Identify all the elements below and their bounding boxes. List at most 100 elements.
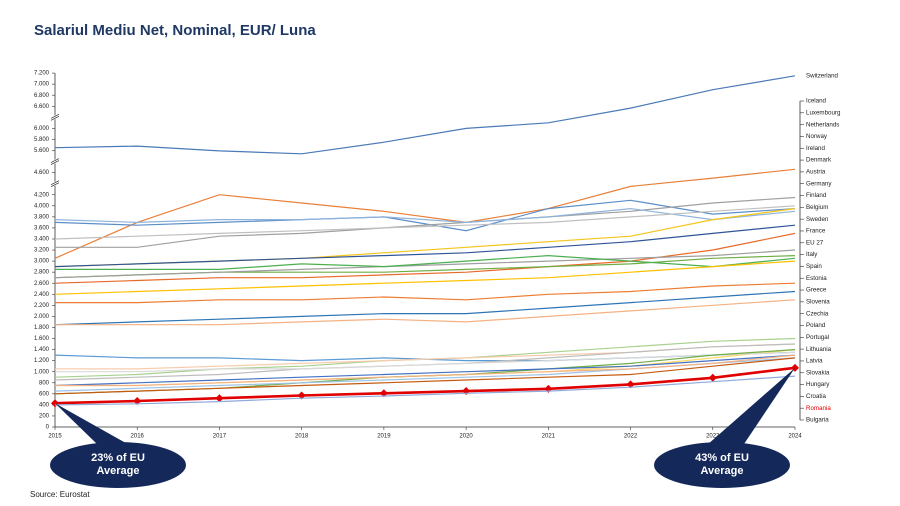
y-tick-label: 6.800 <box>34 93 50 99</box>
legend-label: Slovenia <box>806 298 830 305</box>
series-line <box>54 260 796 295</box>
y-tick-label: 2.200 <box>34 303 50 309</box>
legend-label: Switzerland <box>806 73 839 80</box>
series-line <box>54 224 796 268</box>
legend-label: Bulgaria <box>806 417 829 424</box>
series-line <box>55 299 796 326</box>
annotation: 43% of EU Average <box>654 442 790 488</box>
series-line <box>54 232 796 284</box>
series-line <box>55 354 796 387</box>
y-tick-label: 5.600 <box>34 148 50 154</box>
series-line <box>55 351 796 373</box>
x-tick-label: 2016 <box>131 434 145 440</box>
legend-label: Lithuania <box>806 346 832 353</box>
y-tick-label: 800 <box>39 380 50 386</box>
legend-label: EU 27 <box>806 239 824 246</box>
x-tick-label: 2018 <box>295 434 309 440</box>
y-tick-label: 200 <box>39 414 50 420</box>
y-tick-label: 1.600 <box>34 336 50 342</box>
axis-break <box>50 180 60 186</box>
y-tick-label: 2.600 <box>34 281 50 287</box>
y-tick-label: 2.000 <box>34 314 50 320</box>
axis-break <box>50 182 60 188</box>
legend-label: Ireland <box>806 145 825 152</box>
series-line <box>54 366 796 405</box>
y-tick-label: 1.800 <box>34 325 50 331</box>
legend-label: Austria <box>806 169 826 176</box>
legend-label: Estonia <box>806 275 827 282</box>
axis-break <box>50 115 60 121</box>
data-point <box>215 394 224 403</box>
y-tick-label: 6.000 <box>34 126 50 132</box>
series-line <box>55 282 796 304</box>
annotation: 23% of EU Average <box>50 442 186 488</box>
legend-label: Czechia <box>806 310 829 317</box>
legend-label: Belgium <box>806 204 828 211</box>
x-tick-label: 2015 <box>48 434 62 440</box>
legend-label: Hungary <box>806 381 830 388</box>
legend-label: Greece <box>806 287 827 294</box>
y-tick-label: 4.600 <box>34 170 50 176</box>
series-line <box>54 207 796 224</box>
legend-label: Germany <box>806 180 832 187</box>
data-point <box>297 391 306 400</box>
data-point <box>626 380 635 389</box>
legend-label: Norway <box>806 133 828 140</box>
x-tick-label: 2020 <box>459 434 473 440</box>
chart-title: Salariul Mediu Net, Nominal, EUR/ Luna <box>34 22 316 39</box>
source: Source: Eurostat <box>30 490 90 499</box>
y-tick-label: 1.000 <box>34 369 50 375</box>
legend-label: Latvia <box>806 358 823 365</box>
legend-label: France <box>806 228 826 235</box>
legend-label: Spain <box>806 263 822 270</box>
axis-break <box>50 113 60 119</box>
y-tick-label: 3.600 <box>34 225 50 231</box>
y-tick-label: 5.800 <box>34 137 50 143</box>
series-line <box>54 357 796 395</box>
y-tick-label: 2.800 <box>34 270 50 276</box>
series-line <box>54 375 796 406</box>
data-point <box>133 397 142 406</box>
legend-label: Denmark <box>806 157 832 164</box>
series-line <box>54 75 796 155</box>
legend-label: Sweden <box>806 216 829 223</box>
axis-break-gap <box>51 159 59 164</box>
series-line <box>55 196 796 248</box>
legend-label: Poland <box>806 322 826 329</box>
axis-break-gap <box>51 115 59 120</box>
y-tick-label: 7.200 <box>34 71 50 77</box>
x-tick-label: 2024 <box>788 434 802 440</box>
x-tick-label: 2021 <box>542 434 556 440</box>
y-tick-label: 3.400 <box>34 237 50 243</box>
x-tick-label: 2022 <box>624 434 638 440</box>
y-tick-label: 4.000 <box>34 203 50 209</box>
annotation-pointer <box>707 367 795 447</box>
data-point <box>708 373 717 382</box>
annotation-pointer <box>55 403 133 447</box>
y-tick-label: 2.400 <box>34 292 50 298</box>
legend-label: Portugal <box>806 334 829 341</box>
legend-label: Romania <box>806 405 831 412</box>
y-tick-label: 1.200 <box>34 358 50 364</box>
legend-label: Slovakia <box>806 369 830 376</box>
series-line <box>54 354 796 387</box>
legend-label: Croatia <box>806 393 827 400</box>
y-tick-label: 7.000 <box>34 82 50 88</box>
y-tick-label: 600 <box>39 391 50 397</box>
y-tick-label: 3.800 <box>34 214 50 220</box>
y-tick-label: 3.000 <box>34 259 50 265</box>
x-tick-label: 2019 <box>377 434 391 440</box>
legend-label: Netherlands <box>806 121 839 128</box>
axis-break <box>50 160 60 165</box>
legend-label: Luxembourg <box>806 109 841 116</box>
y-tick-label: 4.200 <box>34 192 50 198</box>
legend-label: Italy <box>806 251 818 258</box>
series-line <box>55 254 796 270</box>
series-line <box>54 168 796 259</box>
x-tick-label: 2017 <box>213 434 227 440</box>
axis-break-gap <box>51 181 59 186</box>
series-line <box>54 249 796 279</box>
y-tick-label: 1.400 <box>34 347 50 353</box>
series-line <box>54 205 796 240</box>
